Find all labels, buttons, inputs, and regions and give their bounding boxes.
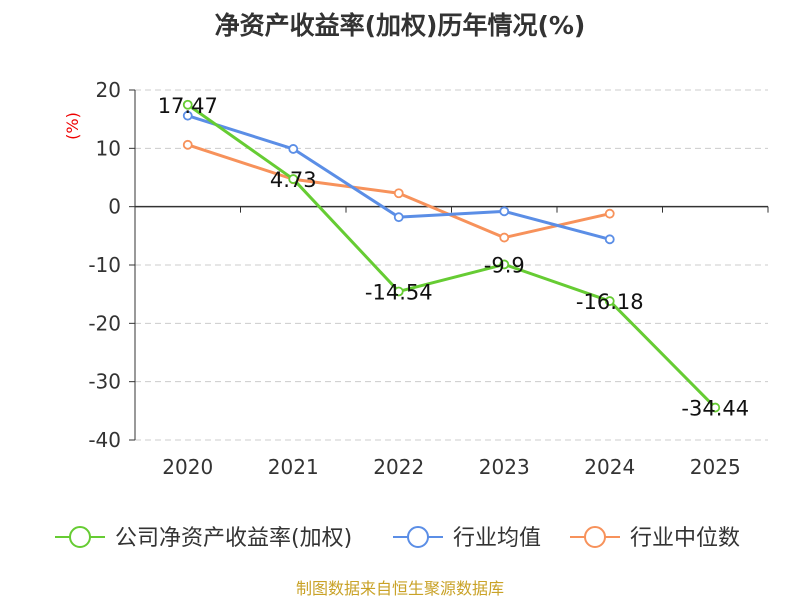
data-label: -16.18 — [576, 290, 644, 314]
legend-label: 行业中位数 — [630, 526, 740, 551]
legend-item-0[interactable]: 公司净资产收益率(加权) — [55, 526, 352, 551]
data-point[interactable] — [393, 212, 404, 223]
data-point[interactable] — [182, 139, 193, 150]
legend-item-1[interactable]: 行业均值 — [393, 526, 541, 551]
legend-item-2[interactable]: 行业中位数 — [570, 526, 740, 551]
data-point[interactable] — [499, 259, 510, 270]
x-tick-label: 2020 — [162, 455, 213, 479]
data-point[interactable] — [288, 144, 299, 154]
source-note: 制图数据来自恒生聚源数据库 — [296, 579, 504, 598]
data-label: 17.47 — [158, 94, 218, 118]
y-tick-label: 0 — [108, 195, 121, 219]
x-tick-label: 2021 — [268, 455, 319, 479]
y-tick-label: -30 — [88, 370, 121, 394]
axes: 20 10 0 -10 -20 -30 -40 2020 2021 2022 2023 2024 202… — [88, 78, 769, 479]
x-tick-label: 2023 — [479, 455, 530, 479]
data-label: -34.44 — [681, 397, 749, 421]
data-label: -9.9 — [484, 253, 525, 277]
data-label: -14.54 — [365, 280, 433, 304]
x-tick-label: 2022 — [373, 455, 424, 479]
y-tick-label: -20 — [88, 311, 121, 335]
x-tick-label: 2024 — [584, 455, 635, 479]
data-labels: 17.47 4.73 -14.54 -9.9 -16.18 -34.44 — [158, 94, 749, 421]
chart-title: 净资产收益率(加权)历年情况(%) — [215, 11, 586, 40]
data-point[interactable] — [182, 110, 193, 121]
legend-swatch-marker — [584, 526, 606, 548]
legend-swatch-marker — [69, 526, 91, 548]
y-axis-label: (%) — [63, 112, 82, 140]
data-point[interactable] — [393, 286, 404, 297]
y-tick-label: -10 — [88, 253, 121, 277]
data-label: 4.73 — [270, 168, 317, 192]
x-tick-label: 2025 — [690, 455, 741, 479]
data-point[interactable] — [499, 232, 510, 243]
data-point[interactable] — [288, 174, 299, 184]
series-line-0 — [186, 103, 717, 409]
data-point[interactable] — [604, 234, 615, 245]
legend[interactable]: 公司净资产收益率(加权) 行业均值 行业中位数 — [55, 526, 740, 551]
legend-swatch-marker — [407, 526, 429, 548]
data-point[interactable] — [499, 206, 510, 217]
y-tick-label: 10 — [96, 136, 121, 160]
series-lines — [182, 99, 721, 413]
y-tick-label: 20 — [96, 78, 121, 102]
legend-label: 行业均值 — [453, 526, 541, 551]
data-point[interactable] — [710, 402, 721, 413]
data-point[interactable] — [604, 208, 615, 219]
grid-lines — [135, 89, 768, 441]
y-tick-label: -40 — [88, 428, 121, 452]
data-point[interactable] — [604, 296, 615, 306]
data-point[interactable] — [393, 188, 404, 199]
legend-label: 公司净资产收益率(加权) — [115, 526, 352, 551]
data-point[interactable] — [182, 99, 193, 110]
